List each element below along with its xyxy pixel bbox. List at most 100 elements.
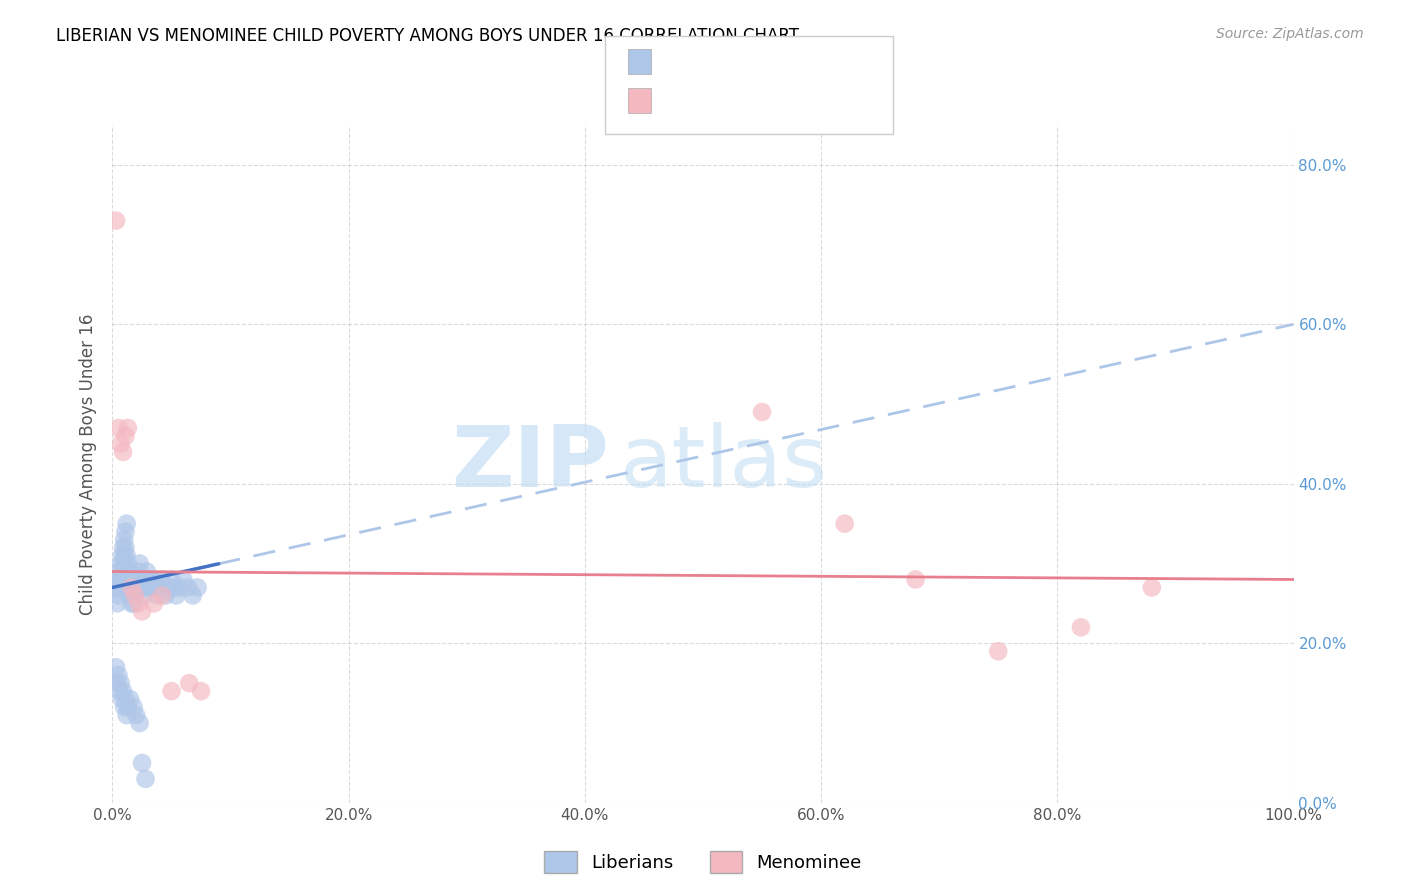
Point (751, 405, 773, 419)
Point (834, 516, 856, 531)
Point (138, 573, 160, 587)
Point (125, 708, 148, 723)
Point (108, 565, 131, 579)
Point (112, 557, 135, 571)
Point (135, 565, 157, 579)
Point (135, 772, 157, 786)
Point (142, 596, 165, 610)
Point (150, 573, 173, 587)
Point (115, 549, 138, 563)
Point (120, 596, 142, 610)
Point (110, 573, 132, 587)
Text: N =: N = (761, 52, 803, 71)
Point (165, 589, 187, 603)
Point (110, 676, 132, 690)
Point (110, 557, 132, 571)
Point (124, 589, 146, 603)
Point (112, 541, 135, 555)
Point (179, 676, 201, 690)
Point (105, 596, 128, 610)
Point (150, 589, 173, 603)
Point (157, 581, 180, 595)
Point (105, 213, 128, 227)
Point (107, 421, 129, 435)
Text: R =: R = (661, 52, 702, 71)
Point (143, 581, 166, 595)
Text: Source: ZipAtlas.com: Source: ZipAtlas.com (1216, 27, 1364, 41)
Point (125, 581, 148, 595)
Point (127, 596, 149, 610)
Point (105, 660, 128, 674)
Point (1140, 581, 1163, 595)
Point (181, 589, 204, 603)
Text: N =: N = (761, 91, 803, 111)
Point (160, 684, 183, 698)
Text: -0.016: -0.016 (699, 91, 765, 111)
Point (117, 557, 139, 571)
Point (120, 581, 142, 595)
Point (163, 581, 186, 595)
Point (186, 581, 208, 595)
Point (904, 573, 927, 587)
Point (114, 524, 136, 539)
Point (112, 533, 135, 547)
Point (107, 573, 129, 587)
Point (108, 581, 131, 595)
Point (142, 581, 165, 595)
Point (120, 589, 142, 603)
Point (122, 596, 145, 610)
Point (155, 589, 177, 603)
Point (111, 692, 134, 706)
Point (112, 684, 135, 698)
Point (129, 573, 152, 587)
Point (135, 573, 157, 587)
Point (105, 581, 128, 595)
Point (134, 581, 156, 595)
Point (118, 565, 141, 579)
Point (107, 668, 129, 682)
Point (146, 589, 169, 603)
Point (149, 581, 172, 595)
Point (120, 573, 142, 587)
Point (114, 692, 136, 706)
Text: R =: R = (661, 91, 702, 111)
Point (131, 756, 153, 770)
Point (124, 589, 146, 603)
Text: 0.103: 0.103 (699, 52, 758, 71)
Point (112, 700, 135, 714)
Point (139, 581, 162, 595)
Point (105, 676, 128, 690)
Point (120, 692, 142, 706)
Point (127, 573, 149, 587)
Point (117, 573, 139, 587)
Point (112, 549, 135, 563)
Point (1070, 620, 1092, 634)
Point (115, 708, 138, 723)
Point (122, 700, 145, 714)
Point (120, 581, 142, 595)
Point (127, 565, 149, 579)
Point (115, 516, 138, 531)
Point (169, 581, 191, 595)
Point (118, 581, 141, 595)
Point (117, 421, 139, 435)
Point (107, 589, 129, 603)
Point (114, 429, 136, 443)
Point (128, 716, 150, 731)
Point (177, 581, 200, 595)
Point (112, 445, 135, 459)
Text: atlas: atlas (620, 422, 828, 506)
Point (131, 581, 153, 595)
Text: 77: 77 (797, 52, 823, 71)
Point (128, 557, 150, 571)
Text: ZIP: ZIP (451, 422, 609, 506)
Point (114, 541, 136, 555)
Point (141, 573, 163, 587)
Y-axis label: Child Poverty Among Boys Under 16: Child Poverty Among Boys Under 16 (79, 313, 97, 615)
Point (111, 549, 134, 563)
Point (136, 581, 159, 595)
Legend: Liberians, Menominee: Liberians, Menominee (536, 842, 870, 882)
Point (190, 684, 212, 698)
Point (110, 437, 132, 451)
Point (131, 604, 153, 618)
